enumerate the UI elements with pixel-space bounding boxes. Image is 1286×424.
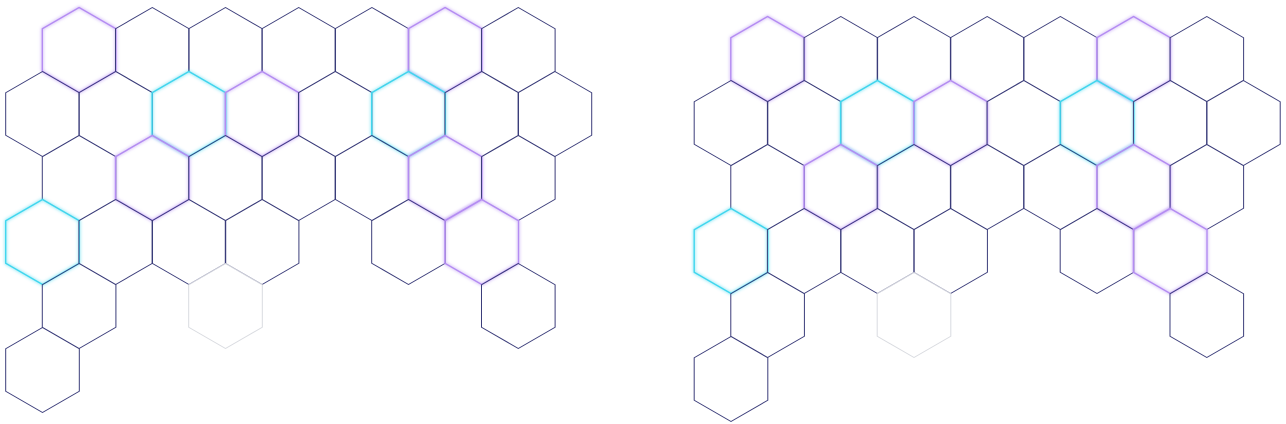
hexagon-cell-violet: [114, 134, 190, 222]
hexagon-cell-cyan: [693, 207, 769, 295]
hexagon-cell-default: [480, 263, 556, 349]
hexagon-cell-default: [297, 71, 373, 157]
hexagon-cell-default: [151, 199, 227, 285]
hexagon-cell-default: [78, 71, 154, 157]
hexagon-cell-default: [41, 263, 117, 349]
hexagon-cell-default: [444, 71, 520, 157]
hexagon-cell-default: [840, 208, 915, 294]
hexagon-cell-default: [261, 7, 337, 93]
hexagon-cell-violet: [1132, 207, 1208, 295]
hexagon-cell-default: [78, 199, 154, 285]
hexagon-cell-cyan: [151, 70, 227, 158]
hexagon-cell-default: [986, 80, 1062, 166]
left-hex-cluster: [4, 6, 593, 413]
hexagon-cell-violet: [224, 70, 300, 158]
hexagon-cell-default: [876, 144, 952, 230]
hexagon-cell-default: [1023, 144, 1098, 230]
hexagon-cell-default: [334, 7, 410, 93]
hexagon-cell-default: [1132, 80, 1208, 166]
hexagon-cell-violet: [407, 6, 483, 94]
hexagon-cell-default: [1169, 272, 1245, 358]
hexagon-cell-default: [188, 135, 263, 221]
hexagon-cell-faint: [188, 263, 263, 349]
hexagon-cell-default: [913, 208, 988, 294]
hexagon-cell-default: [41, 135, 117, 221]
right-hex-cluster: [693, 15, 1281, 422]
hexagon-cell-violet: [730, 15, 806, 103]
hexagon-cell-default: [949, 144, 1025, 230]
hexagon-cell-cyan: [4, 198, 81, 286]
hexagon-cell-default: [1206, 80, 1281, 166]
hexagon-cell-default: [261, 135, 337, 221]
hexagon-cell-default: [5, 327, 80, 413]
hexagon-cell-default: [876, 16, 952, 102]
hexagon-cell-default: [949, 16, 1025, 102]
hexagon-cell-default: [224, 199, 300, 285]
hexagon-cell-violet: [803, 143, 879, 231]
hexagon-cell-violet: [41, 6, 117, 94]
hexagon-cell-violet: [1096, 143, 1172, 231]
hexagon-cell-default: [766, 80, 842, 166]
hexagon-cell-default: [1059, 208, 1135, 294]
hexagon-cell-default: [730, 144, 805, 230]
hexagon-cell-default: [371, 199, 446, 285]
hexagon-cell-violet: [444, 198, 520, 286]
hexagon-cell-violet: [407, 134, 483, 222]
hexagon-cell-cyan: [839, 79, 915, 167]
hexagon-cell-cyan: [1059, 79, 1135, 167]
hexagon-cell-default: [730, 272, 805, 358]
hexagon-cell-cyan: [370, 70, 447, 158]
hexagon-cell-default: [693, 336, 769, 422]
hexagon-cell-default: [1169, 144, 1245, 230]
hexagon-cell-violet: [913, 79, 989, 167]
hexagon-cell-default: [114, 7, 190, 93]
hexagon-cell-default: [1023, 16, 1098, 102]
hexagon-cell-default: [517, 71, 593, 157]
hexagon-cell-faint: [876, 272, 952, 358]
hexagon-cell-default: [5, 71, 80, 157]
hexagon-cell-default: [766, 208, 842, 294]
hexagon-cell-default: [1169, 16, 1245, 102]
hexagon-cell-default: [803, 16, 879, 102]
hexagon-cell-default: [693, 80, 769, 166]
hexagon-cell-default: [188, 7, 263, 93]
hexagon-cell-default: [480, 135, 556, 221]
hexagon-cell-default: [480, 7, 556, 93]
hexagon-cell-violet: [1096, 15, 1172, 103]
hexagon-cell-default: [334, 135, 410, 221]
